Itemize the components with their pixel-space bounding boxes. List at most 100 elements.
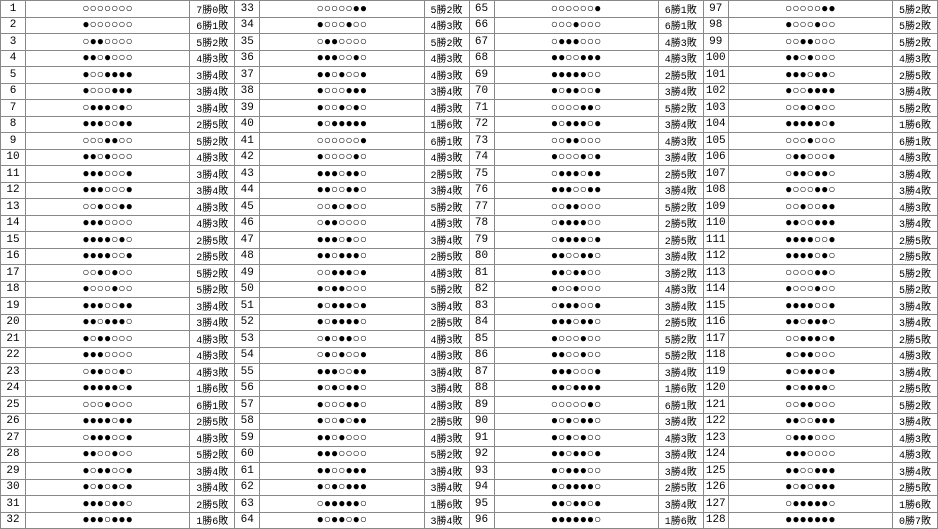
row-result: 3勝4敗 — [425, 381, 469, 397]
table-row: 116●●○●●●○3勝4敗 — [704, 315, 937, 332]
table-row: 90●○●○●●○3勝4敗 — [470, 414, 703, 431]
row-index: 63 — [235, 496, 260, 512]
row-pattern: ○●●●○○○ — [495, 34, 659, 50]
row-result: 4勝3敗 — [425, 348, 469, 364]
row-index: 34 — [235, 18, 260, 34]
row-index: 128 — [704, 513, 729, 529]
table-row: 57●○○○●●○4勝3敗 — [235, 397, 468, 414]
table-row: 6●○○○●●●3勝4敗 — [1, 84, 234, 101]
table-row: 33○○○○○●●5勝2敗 — [235, 1, 468, 18]
row-pattern: ●●●●○●○ — [26, 232, 190, 248]
row-result: 2勝5敗 — [893, 232, 937, 248]
row-result: 1勝6敗 — [893, 496, 937, 512]
row-pattern: ●○●●○○○ — [729, 348, 893, 364]
table-row: 103○○●○●○○5勝2敗 — [704, 100, 937, 117]
row-result: 1勝6敗 — [659, 513, 703, 529]
row-index: 70 — [470, 84, 495, 100]
table-row: 34●○○○●○○4勝3敗 — [235, 18, 468, 35]
row-pattern: ●●○●●●○ — [260, 249, 424, 265]
table-row: 26●●●●○●●2勝5敗 — [1, 414, 234, 431]
table-row: 50●○●●○○○5勝2敗 — [235, 282, 468, 299]
row-index: 100 — [704, 51, 729, 67]
row-result: 3勝4敗 — [190, 100, 234, 116]
row-pattern: ○○○●○○○ — [26, 397, 190, 413]
row-index: 116 — [704, 315, 729, 331]
row-pattern: ○○○○○○○ — [26, 1, 190, 17]
row-index: 101 — [704, 67, 729, 83]
row-index: 68 — [470, 51, 495, 67]
table-row: 48●●○●●●○2勝5敗 — [235, 249, 468, 266]
table-row: 27○●●●○○●4勝3敗 — [1, 430, 234, 447]
row-result: 5勝2敗 — [190, 265, 234, 281]
row-result: 3勝4敗 — [190, 315, 234, 331]
table-row: 68●●○○●●●4勝3敗 — [470, 51, 703, 68]
row-result: 4勝3敗 — [893, 51, 937, 67]
row-pattern: ○○○○○○● — [260, 133, 424, 149]
row-pattern: ●●○○●○○ — [495, 348, 659, 364]
row-index: 3 — [1, 34, 26, 50]
row-result: 2勝5敗 — [190, 496, 234, 512]
row-pattern: ●●●●○○● — [26, 249, 190, 265]
row-pattern: ●●○●●○○ — [495, 265, 659, 281]
row-index: 114 — [704, 282, 729, 298]
row-result: 2勝5敗 — [893, 331, 937, 347]
row-result: 2勝5敗 — [659, 67, 703, 83]
table-row: 70●○●●○○●3勝4敗 — [470, 84, 703, 101]
table-row: 113○○○○●●○5勝2敗 — [704, 265, 937, 282]
row-index: 39 — [235, 100, 260, 116]
table-row: 7○●●●○●○3勝4敗 — [1, 100, 234, 117]
row-result: 5勝2敗 — [893, 397, 937, 413]
row-index: 124 — [704, 447, 729, 463]
table-row: 40●○●●●●●1勝6敗 — [235, 117, 468, 134]
table-row: 51●○●●●○●3勝4敗 — [235, 298, 468, 315]
row-result: 5勝2敗 — [190, 282, 234, 298]
row-result: 3勝4敗 — [425, 463, 469, 479]
row-result: 4勝3敗 — [425, 18, 469, 34]
table-row: 20●●○●●●○3勝4敗 — [1, 315, 234, 332]
row-pattern: ●○○●○●○ — [260, 100, 424, 116]
table-row: 84●●●○●●○2勝5敗 — [470, 315, 703, 332]
row-result: 4勝3敗 — [425, 51, 469, 67]
table-row: 81●●○●●○○3勝2敗 — [470, 265, 703, 282]
row-pattern: ●○●●●○● — [495, 117, 659, 133]
table-row: 108●○○○●●○3勝4敗 — [704, 183, 937, 200]
row-result: 5勝2敗 — [425, 282, 469, 298]
row-result: 2勝5敗 — [190, 249, 234, 265]
row-index: 8 — [1, 117, 26, 133]
table-row: 14●●●○○○○4勝3敗 — [1, 216, 234, 233]
row-result: 3勝4敗 — [893, 414, 937, 430]
row-index: 80 — [470, 249, 495, 265]
row-pattern: ○○○○○○● — [495, 1, 659, 17]
row-index: 25 — [1, 397, 26, 413]
table-row: 85●○○○●○○5勝2敗 — [470, 331, 703, 348]
table-row: 35○●●○○○○5勝2敗 — [235, 34, 468, 51]
row-pattern: ●○●●○○● — [495, 84, 659, 100]
table-row: 73○○●●○○○4勝3敗 — [470, 133, 703, 150]
row-result: 2勝5敗 — [425, 315, 469, 331]
table-row: 93●○●●●○○3勝4敗 — [470, 463, 703, 480]
row-pattern: ○●●●●●○ — [260, 496, 424, 512]
row-index: 64 — [235, 513, 260, 529]
row-index: 71 — [470, 100, 495, 116]
row-index: 88 — [470, 381, 495, 397]
row-result: 5勝2敗 — [425, 199, 469, 215]
row-pattern: ●●●●●○● — [729, 117, 893, 133]
row-result: 2勝5敗 — [190, 232, 234, 248]
row-result: 3勝4敗 — [425, 232, 469, 248]
table-row: 44●●○○●●○3勝4敗 — [235, 183, 468, 200]
row-index: 15 — [1, 232, 26, 248]
row-result: 3勝4敗 — [893, 183, 937, 199]
row-result: 2勝5敗 — [893, 67, 937, 83]
row-result: 4勝3敗 — [425, 331, 469, 347]
table-row: 24●●●●●○●1勝6敗 — [1, 381, 234, 398]
row-pattern: ●●●●●●● — [729, 513, 893, 529]
row-pattern: ●●○●○○○ — [26, 51, 190, 67]
row-index: 81 — [470, 265, 495, 281]
row-result: 4勝3敗 — [190, 216, 234, 232]
table-row: 28●●○○●○○5勝2敗 — [1, 447, 234, 464]
row-result: 3勝4敗 — [893, 216, 937, 232]
row-pattern: ○○●○●○○ — [260, 199, 424, 215]
row-index: 65 — [470, 1, 495, 17]
row-pattern: ●○●●●○● — [260, 298, 424, 314]
row-pattern: ●○●●●●● — [260, 117, 424, 133]
